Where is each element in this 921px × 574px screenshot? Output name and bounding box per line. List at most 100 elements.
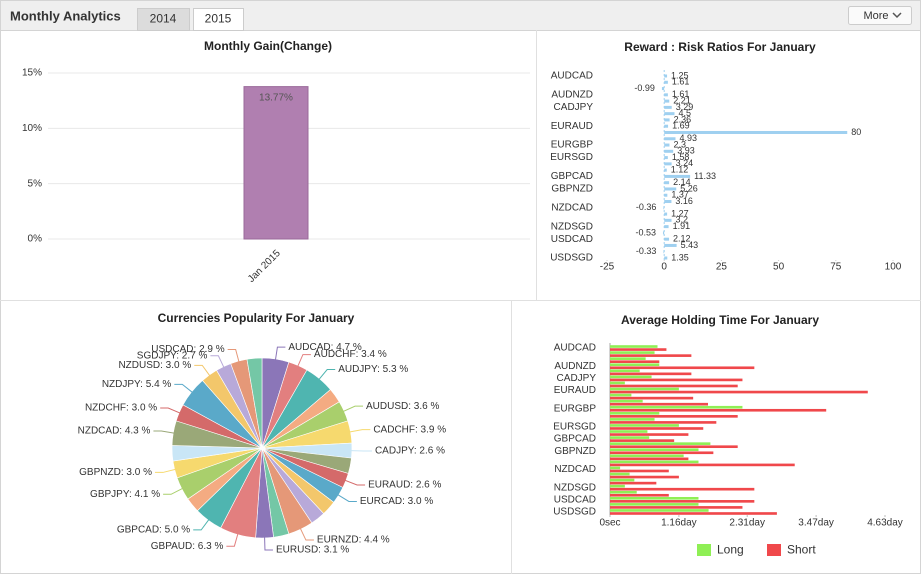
bar [664,200,672,204]
tab-label[interactable]: 2014 [150,12,177,26]
y-tick-label: EURSGD [553,422,596,433]
more-caret [892,12,902,19]
bar-value-label: -0.99 [634,83,655,93]
y-tick-label: EURSGD [550,152,593,163]
leader-line [315,369,336,384]
bar-value-label: 11.33 [694,171,716,181]
slice-label: NZDCAD: 4.3 % [78,426,151,437]
bar-value-label: 1.69 [672,121,690,131]
bar-value-label: 80 [851,127,861,137]
slice-label: NZDCHF: 3.0 % [85,403,157,414]
bar [664,80,668,84]
leader-line [194,364,214,381]
y-tick-label: 0% [28,234,43,245]
bar-value-label: 4.93 [679,133,697,143]
chart-title: Reward : Risk Ratios For January [624,40,816,54]
y-tick-label: EURAUD [551,121,593,132]
leader-line [154,467,181,473]
bar [610,433,689,436]
bar [664,143,670,147]
leader-line [295,354,311,372]
bar [664,124,669,128]
legend-label: Short [787,543,816,557]
slice-label: GBPCAD: 5.0 % [117,525,190,536]
bar [664,174,691,178]
bar [610,436,650,439]
leader-line [345,449,372,452]
bar [664,168,667,172]
bar [243,86,309,240]
bar-value-label: 4.5 [678,108,691,118]
bar [610,445,738,449]
more-button[interactable] [848,6,912,25]
y-tick-label: GBPCAD [551,171,593,182]
bar-value-label: 1.61 [672,89,690,99]
bar [663,250,665,254]
bar [610,496,699,500]
slice-label: AUDCHF: 3.4 % [314,349,387,360]
y-tick-label: USDCAD [554,494,596,505]
slice-label: CADJPY: 2.6 % [375,446,445,457]
leader-line [163,485,188,495]
bar-value-label: 5.26 [680,183,698,193]
bar [610,424,679,427]
bar-value-label: -0.33 [636,246,657,256]
bar [610,457,689,461]
y-tick-label: GBPCAD [554,434,596,445]
y-tick-label: AUDNZD [551,89,593,100]
leader-line [210,355,227,373]
more-button-label[interactable]: More [863,10,888,22]
y-tick-label: AUDCAD [551,71,593,82]
bar [664,193,668,197]
bar [610,399,643,403]
bar-value-label: 1.58 [672,152,690,162]
bar-value-label: 2.36 [674,114,692,124]
x-tick-label: 25 [716,262,728,273]
bar [610,375,652,379]
bar [664,130,848,134]
slice-label: AUDUSD: 3.6 % [366,401,439,412]
slice-label: AUDCAD: 4.7 % [288,342,361,353]
bar [610,475,679,479]
bar-value-label: 1.12 [671,165,689,175]
bar [610,448,699,452]
bar-value-label: 1.27 [671,208,689,218]
slice-label: CADCHF: 3.9 % [373,424,446,435]
y-tick-label: AUDCAD [554,343,596,354]
y-tick-label: CADJPY [557,373,597,384]
slice-label: AUDJPY: 5.3 % [338,364,408,375]
slice-label: NZDJPY: 5.4 % [102,379,172,390]
bar [610,348,667,351]
chart-title: Currencies Popularity For January [158,311,355,325]
bar [610,393,632,397]
leader-line [174,383,197,396]
y-tick-label: EURAUD [554,385,596,396]
bar [610,439,675,442]
tab-label[interactable]: 2015 [205,12,232,26]
tab[interactable] [193,8,244,31]
pie-slice [246,357,263,449]
bar-value-label: 1.35 [671,252,689,262]
bar [610,493,669,497]
y-tick-label: 10% [22,123,42,134]
leader-line [153,430,180,435]
bar-value-label: 1.37 [671,190,689,200]
bar [610,463,795,467]
y-tick-label: NZDCAD [554,464,596,475]
slice-label: EURAUD: 2.6 % [368,480,441,491]
tab[interactable] [137,8,190,31]
bar [610,481,657,485]
bar [610,469,669,473]
leader-line [160,407,185,416]
slice-label: GBPAUD: 6.3 % [151,541,224,552]
bar [610,506,743,509]
x-tick-label: 1.16day [661,518,697,529]
bar [610,402,709,406]
bar [610,387,679,391]
bar [662,231,665,235]
bar [664,243,677,247]
leader-line [338,405,364,415]
bar-value-label: 2.3 [673,139,686,149]
bar-value-label: 1.25 [671,70,689,80]
bar [610,500,755,503]
